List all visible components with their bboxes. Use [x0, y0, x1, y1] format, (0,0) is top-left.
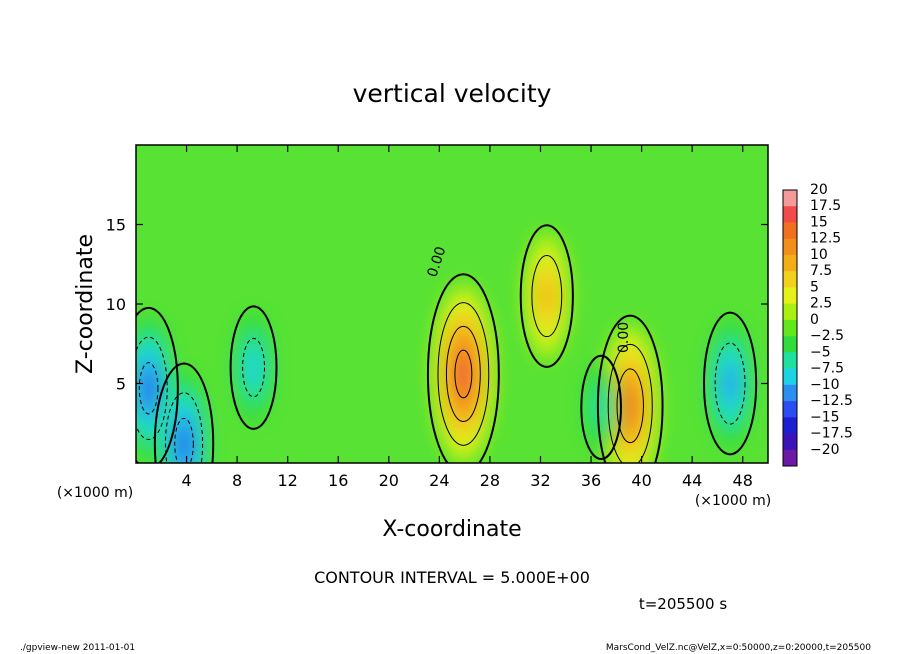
- x-tick-label: 12: [278, 471, 298, 490]
- y-axis-title: Z-coordinate: [73, 234, 98, 374]
- field-region: [724, 367, 737, 400]
- field-region: [178, 429, 190, 459]
- colorbar-swatch: [783, 417, 797, 434]
- colorbar-swatch: [783, 449, 797, 467]
- colorbar-swatch: [783, 206, 797, 223]
- y-axis-ticks: 5 10 15: [106, 216, 768, 394]
- colorbar-label: 17.5: [810, 198, 841, 214]
- time-label: t=205500 s: [639, 595, 727, 613]
- y-tick-label: 5: [116, 375, 126, 394]
- zero-contour: [519, 224, 574, 368]
- colorbar-swatch: [783, 336, 797, 353]
- colorbar-swatch: [783, 254, 797, 272]
- colorbar-label: −12.5: [810, 393, 853, 409]
- colorbar-swatch: [783, 287, 797, 304]
- colorbar-swatch: [783, 433, 797, 451]
- contour-line: [242, 337, 266, 398]
- colorbar-label: −7.5: [810, 361, 844, 377]
- colorbar-swatch: [783, 222, 797, 240]
- contour-line: [616, 368, 644, 444]
- colorbar-label: −2.5: [810, 328, 844, 344]
- contour-line: [531, 254, 563, 338]
- zero-contour: [426, 273, 500, 463]
- colorbar-label: 2.5: [810, 296, 832, 312]
- plot-area: [136, 145, 768, 463]
- field-region: [143, 373, 154, 403]
- contour-line: [445, 325, 481, 423]
- colorbar-label: −10: [810, 377, 840, 393]
- y-tick-label: 15: [106, 216, 126, 235]
- colorbar-swatch: [783, 401, 797, 418]
- x-tick-label: 4: [181, 471, 191, 490]
- x-tick-label: 36: [581, 471, 601, 490]
- colorbar-label: 15: [810, 214, 828, 230]
- colorbar-swatch: [783, 190, 797, 207]
- colorbar-label: 5: [810, 279, 819, 295]
- contour-label-2: 0.00: [616, 322, 632, 353]
- x-axis-ticks: 4 8 12 16 20 24 28 32 36 40 44 48: [181, 145, 753, 490]
- field-region: [458, 361, 468, 387]
- zero-contour: [229, 305, 278, 430]
- contour-line: [454, 349, 473, 399]
- colorbar-swatch: [783, 238, 797, 256]
- y-unit-label: (×1000 m): [695, 493, 771, 509]
- colorbar-swatch: [783, 303, 797, 321]
- field-region: [540, 279, 553, 313]
- field-region: [246, 349, 261, 387]
- contour-line: [174, 417, 194, 463]
- colorbar-label: 7.5: [810, 263, 832, 279]
- x-tick-label: 40: [631, 471, 651, 490]
- colorbar-swatch: [783, 384, 797, 402]
- colorbar-swatch: [783, 352, 797, 369]
- footer-left: ./gpview-new 2011-01-01: [20, 643, 135, 653]
- colorbar-swatch: [783, 271, 797, 288]
- contour-interval-text: CONTOUR INTERVAL = 5.000E+00: [314, 568, 590, 587]
- field-region: [592, 383, 611, 431]
- colorbar-label: −17.5: [810, 426, 853, 442]
- contour-line: [138, 362, 159, 415]
- x-tick-label: 20: [379, 471, 399, 490]
- colorbar-label: −5: [810, 344, 831, 360]
- zero-contour: [153, 362, 215, 463]
- x-tick-label: 32: [530, 471, 550, 490]
- colorbar-swatch: [783, 319, 797, 337]
- zero-contour: [136, 306, 179, 463]
- zero-contour: [703, 311, 758, 456]
- x-tick-label: 28: [480, 471, 500, 490]
- x-tick-label: 44: [682, 471, 702, 490]
- colorbar-frame: [782, 189, 798, 467]
- colorbar-label: 10: [810, 247, 828, 263]
- colorbar-swatch: [783, 368, 797, 386]
- chart-title: vertical velocity: [353, 79, 552, 108]
- field-region: [625, 392, 636, 420]
- colorbar-label: 0: [810, 312, 819, 328]
- colorbar-label: 20: [810, 182, 828, 198]
- x-tick-label: 24: [429, 471, 449, 490]
- x-unit-label: (×1000 m): [57, 485, 133, 501]
- colorbar-label: 12.5: [810, 231, 841, 247]
- zero-contour: [580, 354, 622, 460]
- colorbar-label: −20: [810, 442, 840, 458]
- x-tick-label: 16: [328, 471, 348, 490]
- zero-contour: [596, 314, 664, 463]
- contour-lines: [136, 224, 758, 463]
- footer-right: MarsCond_VelZ.nc@VelZ,x=0:50000,z=0:2000…: [606, 643, 871, 653]
- x-axis-title: X-coordinate: [382, 517, 521, 542]
- x-tick-label: 48: [733, 471, 753, 490]
- colorbar-label: −15: [810, 409, 840, 425]
- contour-line: [437, 302, 490, 446]
- colorbar: 2017.51512.5107.552.50−2.5−5−7.5−10−12.5…: [782, 182, 853, 467]
- contour-line: [136, 336, 168, 440]
- contour-line: [164, 392, 204, 463]
- contour-line: [607, 343, 653, 463]
- y-tick-label: 10: [106, 295, 126, 314]
- contour-line: [714, 342, 746, 425]
- x-tick-label: 8: [232, 471, 242, 490]
